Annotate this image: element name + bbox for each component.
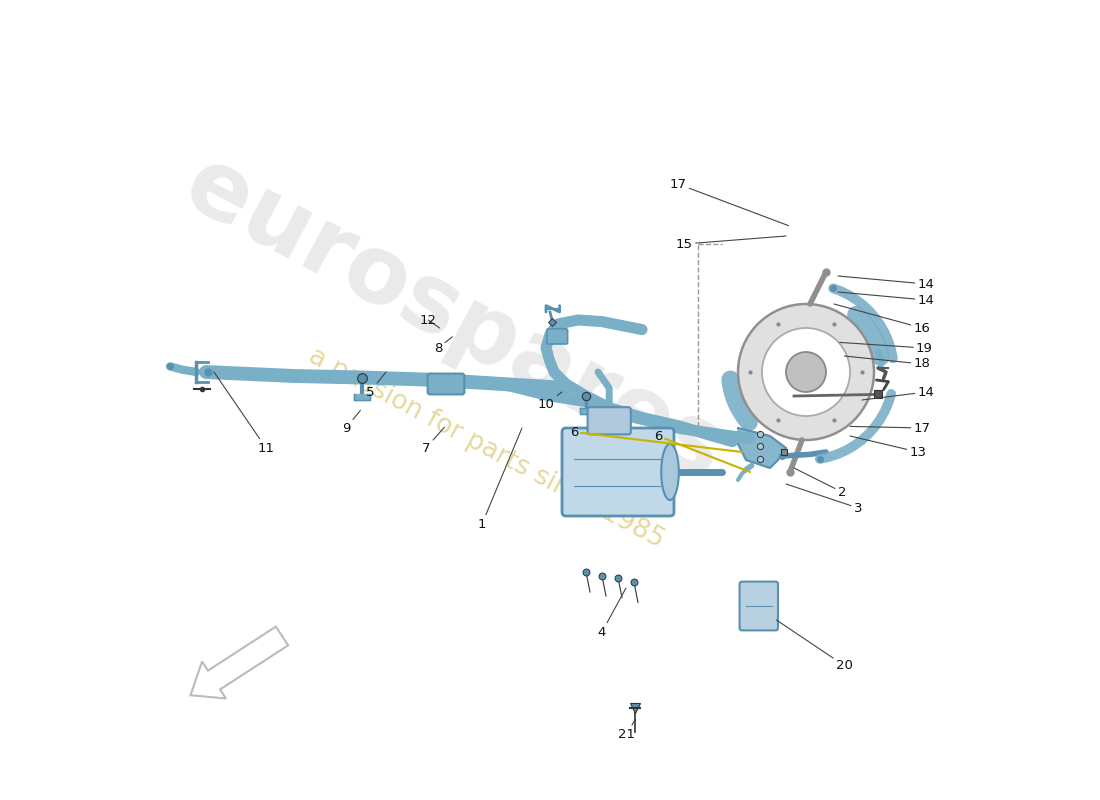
Circle shape (762, 328, 850, 416)
Polygon shape (580, 408, 593, 414)
Text: 15: 15 (675, 236, 786, 250)
FancyBboxPatch shape (562, 428, 674, 516)
Text: 14: 14 (838, 292, 934, 306)
Text: 17: 17 (670, 178, 789, 226)
Text: 9: 9 (342, 410, 361, 434)
Text: 14: 14 (838, 276, 934, 290)
Text: 17: 17 (850, 422, 931, 434)
Text: 10: 10 (538, 392, 562, 410)
Text: 16: 16 (834, 304, 931, 334)
Text: 3: 3 (786, 484, 862, 514)
Text: 6: 6 (653, 430, 750, 472)
Text: 21: 21 (618, 720, 636, 741)
FancyBboxPatch shape (428, 374, 464, 394)
FancyArrow shape (190, 626, 288, 698)
FancyBboxPatch shape (587, 407, 630, 434)
Text: 14: 14 (862, 386, 934, 400)
Text: 13: 13 (850, 436, 926, 458)
Circle shape (786, 352, 826, 392)
Text: 20: 20 (777, 620, 852, 672)
Text: eurospares: eurospares (168, 139, 739, 501)
Text: 8: 8 (433, 337, 452, 354)
FancyBboxPatch shape (547, 329, 568, 344)
Ellipse shape (661, 444, 679, 500)
Polygon shape (354, 394, 370, 400)
Text: 12: 12 (420, 314, 440, 328)
Polygon shape (738, 428, 786, 468)
Text: 1: 1 (477, 428, 522, 530)
Text: a passion for parts since 1985: a passion for parts since 1985 (304, 343, 668, 553)
Text: 19: 19 (839, 342, 933, 354)
Text: 6: 6 (570, 426, 743, 452)
Text: 18: 18 (845, 356, 931, 370)
Text: 5: 5 (365, 372, 386, 398)
Text: 11: 11 (214, 372, 275, 454)
Circle shape (738, 304, 874, 440)
FancyBboxPatch shape (739, 582, 778, 630)
Text: 4: 4 (597, 588, 626, 638)
Text: 7: 7 (421, 427, 444, 454)
Text: 2: 2 (794, 468, 846, 498)
